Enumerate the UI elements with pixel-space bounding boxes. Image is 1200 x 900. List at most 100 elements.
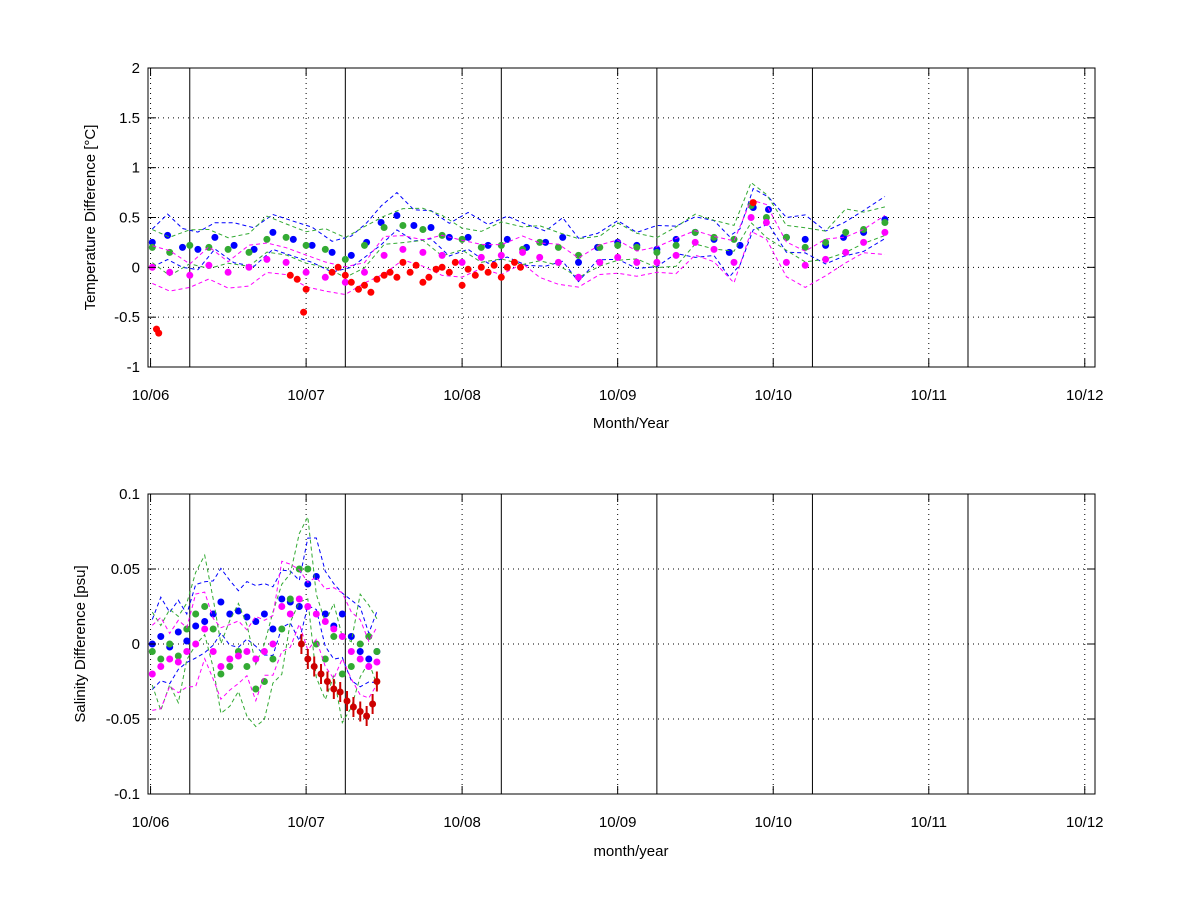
- temperature-series-3-point: [412, 261, 420, 269]
- salinity-xtick-label: 10/10: [754, 814, 792, 831]
- salinity-series-3-point: [363, 712, 371, 720]
- temperature-ytick-label: 1.5: [119, 110, 140, 127]
- temperature-series-2-point: [497, 251, 505, 259]
- salinity-series-3-point: [356, 708, 364, 715]
- salinity-series-2-point: [269, 640, 277, 648]
- temperature-xtick-label: 10/07: [287, 387, 325, 404]
- temperature-series-3-point: [393, 273, 401, 281]
- salinity-series-1-point: [174, 652, 182, 660]
- salinity-series-1-envelope: [151, 515, 378, 666]
- salinity-series-2: [148, 560, 381, 711]
- salinity-series-3-point: [317, 670, 325, 678]
- temperature-series-1-point: [633, 243, 641, 251]
- temperature-series-2-point: [263, 255, 271, 263]
- salinity-series-3-point: [373, 678, 381, 685]
- salinity-series-2-point: [260, 648, 268, 655]
- salinity-series-0-point: [157, 633, 165, 640]
- salinity-xtick-label: 10/11: [911, 814, 947, 831]
- salinity-grid: [148, 493, 1095, 795]
- temperature-series-2-point: [842, 248, 850, 256]
- temperature-series-3-point: [293, 275, 301, 283]
- temperature-series-0-point: [269, 228, 277, 236]
- salinity-series: [148, 515, 381, 728]
- salinity-series-1-point: [304, 565, 312, 573]
- salinity-y-axis-label: Salinity Difference [psu]: [72, 565, 89, 722]
- temperature-series-2-point: [653, 258, 661, 266]
- temperature-series-2-point: [881, 228, 889, 236]
- salinity-series-2-point: [330, 625, 338, 633]
- salinity-series-3-point: [323, 678, 331, 685]
- salinity-series-0-point: [174, 628, 182, 636]
- temperature-series-3-point: [380, 271, 388, 279]
- temperature-series-2-point: [747, 214, 755, 221]
- salinity-series-1-point: [286, 595, 294, 603]
- salinity-series-1: [148, 515, 381, 728]
- salinity-series-1-point: [347, 663, 355, 670]
- salinity-xtick-label: 10/08: [443, 814, 481, 831]
- temperature-series-2-point: [166, 268, 174, 276]
- salinity-series-0-point: [234, 607, 242, 615]
- temperature-series-1-point: [801, 243, 809, 251]
- temperature-series-2-point: [614, 253, 622, 261]
- temperature-series-0-point: [464, 233, 472, 241]
- salinity-series-3-point: [297, 640, 305, 648]
- salinity-ytick-label: 0: [132, 636, 140, 653]
- temperature-series-1-point: [302, 241, 310, 249]
- salinity-series-1-point: [338, 670, 346, 678]
- temperature-series-3-point: [155, 329, 163, 337]
- salinity-ticks: -0.1 -0.05 0 0.05 0.1 10/06 10/07 10/08 10/09 10/…: [106, 486, 1104, 831]
- temperature-series-0-point: [575, 258, 582, 266]
- temperature-series-0-point: [427, 224, 435, 231]
- salinity-series-0-point: [278, 595, 286, 603]
- temperature-series-3-point: [334, 263, 342, 271]
- temperature-series-3-point: [451, 258, 459, 266]
- salinity-year-lines: [189, 494, 969, 794]
- temperature-series-3-point: [341, 271, 349, 279]
- temperature-series-2-point: [477, 253, 485, 261]
- temperature-xtick-label: 10/06: [132, 387, 170, 404]
- salinity-series-2-point: [365, 663, 373, 670]
- salinity-series-0-point: [226, 610, 234, 618]
- salinity-series-0-point: [321, 610, 329, 618]
- salinity-series-2-point: [356, 655, 364, 663]
- salinity-series-2-point: [312, 610, 320, 618]
- temperature-series-3-point: [419, 278, 427, 286]
- temperature-ytick-label: 0: [132, 259, 140, 276]
- temperature-series-3-point: [367, 288, 375, 296]
- salinity-x-axis-label: month/year: [593, 843, 668, 860]
- temperature-series-2-point: [245, 263, 253, 271]
- temperature-series-0-point: [250, 245, 258, 253]
- temperature-series-2-point: [186, 271, 194, 279]
- salinity-series-0-point: [183, 637, 191, 645]
- temperature-series-0-point: [347, 251, 355, 259]
- temperature-xtick-label: 10/12: [1066, 387, 1104, 404]
- salinity-series-1-point: [252, 685, 260, 693]
- salinity-series-0-point: [217, 598, 225, 606]
- salinity-series-2-point: [373, 658, 381, 666]
- salinity-series-2-point: [226, 655, 234, 663]
- temperature-series-2-point: [536, 253, 544, 261]
- temperature-series-2-point: [672, 251, 680, 259]
- temperature-series-2-envelope: [152, 199, 886, 268]
- temperature-series-1-point: [477, 243, 485, 251]
- temperature-series-3-point: [503, 263, 511, 271]
- salinity-series-3-point: [310, 663, 318, 670]
- temperature-series-2-point: [596, 258, 604, 266]
- temperature-series-1-point: [822, 238, 830, 246]
- salinity-series-2-point: [321, 618, 329, 625]
- temperature-series-1-point: [653, 248, 661, 256]
- temperature-series-1-point: [881, 219, 889, 226]
- salinity-series-3-point: [349, 703, 357, 711]
- salinity-series-2-point: [338, 633, 346, 640]
- salinity-ytick-label: -0.05: [106, 711, 140, 728]
- salinity-series-1-point: [148, 648, 156, 655]
- temperature-series-1: [148, 181, 889, 278]
- temperature-series-2-point: [575, 273, 582, 281]
- salinity-series-0-point: [192, 622, 200, 630]
- temperature-series-1-point: [321, 245, 329, 253]
- temperature-series-0-point: [230, 241, 238, 249]
- salinity-ytick-label: 0.05: [111, 561, 140, 578]
- salinity-series-2-point: [347, 648, 355, 655]
- salinity-panel: -0.1 -0.05 0 0.05 0.1 10/06 10/07 10/08 10/09 10/…: [72, 486, 1104, 860]
